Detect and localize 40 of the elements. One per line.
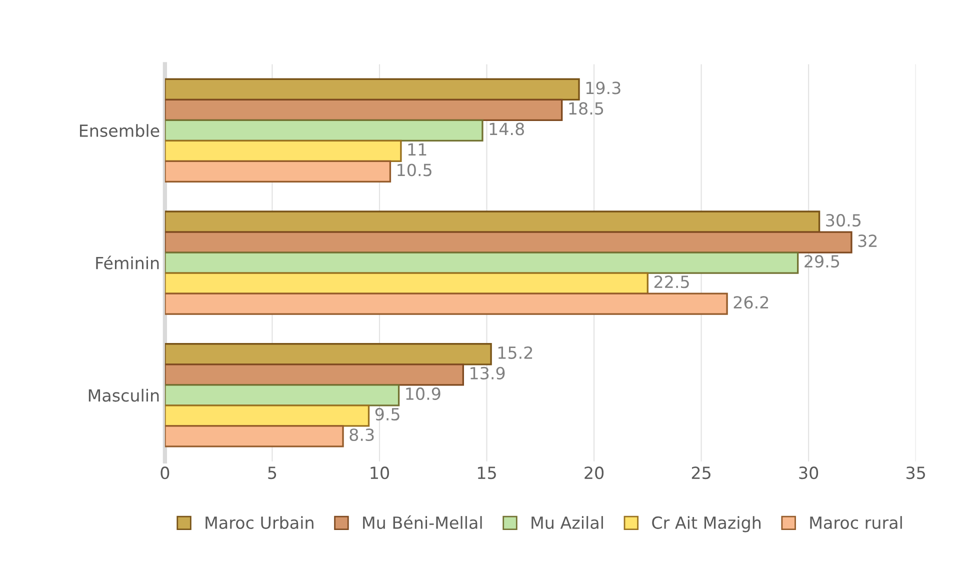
data-label: 13.9	[470, 366, 505, 380]
x-tick-label: 5	[268, 466, 276, 480]
x-tick-label: 20	[584, 466, 604, 480]
bar	[164, 292, 728, 315]
data-label: 18.5	[569, 102, 604, 115]
x-tick-label: 35	[906, 466, 925, 480]
data-label: 10.9	[406, 387, 440, 400]
bar	[164, 119, 484, 142]
data-label: 32	[858, 234, 877, 248]
x-tick-label: 25	[692, 466, 710, 480]
legend-label: Maroc rural	[810, 516, 902, 529]
bar	[164, 272, 649, 294]
legend-label: Cr Ait Mazigh	[652, 516, 761, 532]
bar	[164, 160, 392, 183]
legend-label: Maroc Urbain	[206, 516, 314, 529]
data-label: 26.2	[734, 296, 768, 309]
x-tick-label: 10	[370, 466, 389, 480]
y-tick-label: Féminin	[96, 256, 159, 270]
x-tick-label: 15	[478, 466, 496, 480]
legend-label: Mu Béni-Mellal	[363, 515, 482, 529]
data-label: 19.3	[586, 82, 620, 94]
data-label: 10.5	[398, 164, 432, 176]
legend-label: Mu Azilal	[532, 516, 603, 529]
bar	[164, 425, 344, 448]
data-label: 14.8	[490, 122, 524, 136]
y-tick-label: Masculin	[88, 388, 159, 402]
bar	[164, 384, 400, 406]
data-label: 22.5	[654, 276, 689, 288]
data-label: 29.5	[804, 255, 840, 268]
data-label: 11	[408, 143, 426, 156]
bar	[164, 252, 799, 274]
y-tick-label: Ensemble	[80, 124, 160, 137]
x-tick-label: 0	[160, 466, 170, 480]
data-label: 9.5	[375, 408, 400, 421]
data-label: 30.5	[826, 214, 861, 227]
x-tick-label: 30	[799, 466, 818, 480]
data-label: 8.3	[350, 428, 374, 442]
bar	[164, 140, 402, 162]
bar	[164, 404, 370, 427]
data-label: 15.2	[498, 346, 532, 359]
